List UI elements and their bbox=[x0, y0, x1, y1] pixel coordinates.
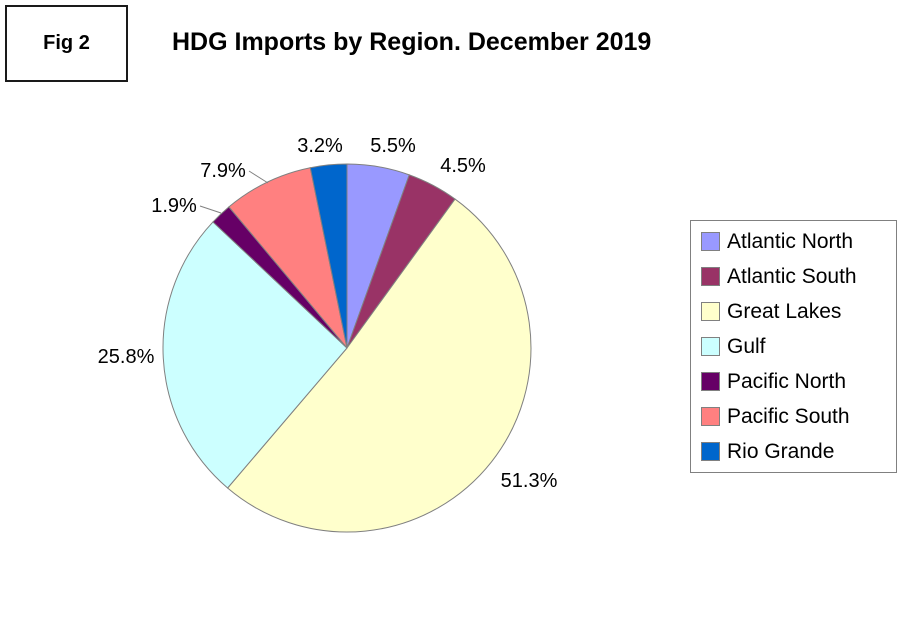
legend-swatch-pacific-north bbox=[701, 372, 720, 391]
chart-title: HDG Imports by Region. December 2019 bbox=[172, 28, 652, 56]
data-label-atlantic-north: 5.5% bbox=[370, 135, 416, 157]
legend-label-pacific-south: Pacific South bbox=[727, 404, 850, 428]
legend: Atlantic North Atlantic South Great Lakes G… bbox=[690, 220, 897, 473]
legend-swatch-pacific-south bbox=[701, 407, 720, 426]
legend-label-pacific-north: Pacific North bbox=[727, 369, 847, 393]
data-label-great-lakes: 51.3% bbox=[500, 470, 558, 492]
legend-label-gulf: Gulf bbox=[727, 334, 766, 358]
legend-item-pacific-south: Pacific South bbox=[701, 405, 892, 429]
legend-label-atlantic-south: Atlantic South bbox=[727, 264, 857, 288]
figure-tag-label: Fig 2 bbox=[43, 32, 90, 54]
legend-swatch-atlantic-north bbox=[701, 232, 720, 251]
legend-label-great-lakes: Great Lakes bbox=[727, 299, 842, 323]
legend-item-atlantic-north: Atlantic North bbox=[701, 230, 892, 254]
pie-slice-rio-grande bbox=[309, 163, 348, 349]
figure-tag-box: Fig 2 bbox=[5, 5, 128, 82]
leader-line-pacific-north bbox=[199, 205, 222, 214]
data-label-atlantic-south: 4.5% bbox=[440, 155, 486, 177]
legend-swatch-gulf bbox=[701, 337, 720, 356]
legend-item-great-lakes: Great Lakes bbox=[701, 300, 892, 324]
pie-slice-great-lakes bbox=[226, 198, 532, 533]
legend-swatch-atlantic-south bbox=[701, 267, 720, 286]
legend-label-atlantic-north: Atlantic North bbox=[727, 229, 854, 253]
legend-item-rio-grande: Rio Grande bbox=[701, 440, 892, 464]
data-label-pacific-south: 7.9% bbox=[200, 160, 246, 182]
legend-label-rio-grande: Rio Grande bbox=[727, 439, 835, 463]
legend-swatch-rio-grande bbox=[701, 442, 720, 461]
data-label-gulf: 25.8% bbox=[97, 346, 155, 368]
legend-swatch-great-lakes bbox=[701, 302, 720, 321]
data-label-rio-grande: 3.2% bbox=[297, 135, 343, 157]
legend-item-gulf: Gulf bbox=[701, 335, 892, 359]
legend-item-pacific-north: Pacific North bbox=[701, 370, 892, 394]
pie-slice-gulf bbox=[162, 221, 348, 489]
leader-line-pacific-south bbox=[248, 170, 269, 184]
legend-item-atlantic-south: Atlantic South bbox=[701, 265, 892, 289]
data-label-pacific-north: 1.9% bbox=[151, 195, 197, 217]
